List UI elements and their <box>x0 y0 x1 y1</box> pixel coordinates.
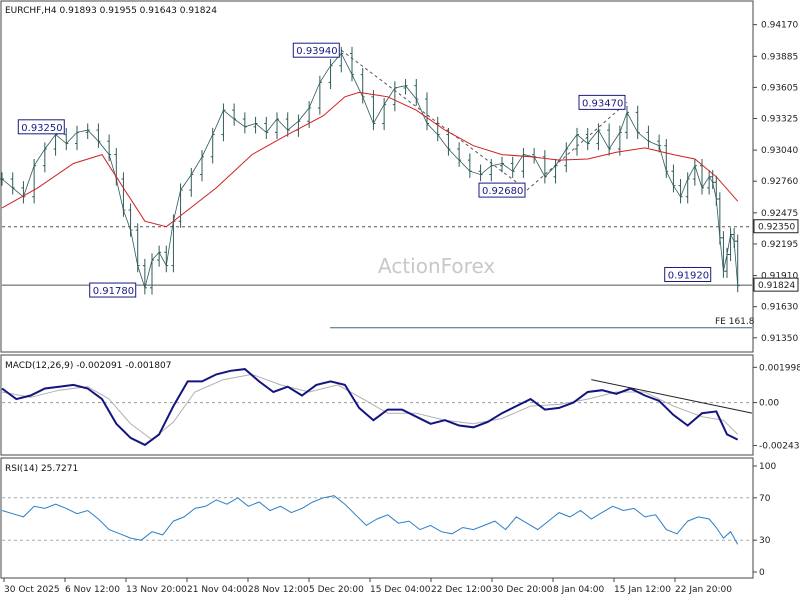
rsi-header: RSI(14) 25.7271 <box>5 464 78 474</box>
price-callout-box <box>17 119 65 135</box>
x-tick-label: 6 Nov 12:00 <box>65 585 120 595</box>
price-trendline <box>340 49 528 191</box>
macd-y-tick-label: 0.00 <box>759 399 779 409</box>
watermark: ActionForex <box>378 254 495 278</box>
price-callout-label: 0.92680 <box>482 186 523 197</box>
price-panel-frame <box>0 0 754 353</box>
macd-trendline <box>591 379 753 414</box>
rsi-y-tick-label: 100 <box>759 462 776 472</box>
macd-header: MACD(12,26,9) -0.002091 -0.001807 <box>5 361 171 371</box>
price-callout-label: 0.93940 <box>296 46 337 57</box>
price-callout-label: 0.93250 <box>21 123 62 134</box>
x-tick-label: 13 Nov 20:00 <box>126 585 187 595</box>
x-tick-label: 30 Dec 20:00 <box>492 585 553 595</box>
price-tag-label: 0.91824 <box>758 281 795 291</box>
x-tick-label: 5 Dec 20:00 <box>309 585 364 595</box>
x-tick-label: 21 Nov 04:00 <box>187 585 248 595</box>
price-y-tick-label: 0.94170 <box>761 21 798 31</box>
x-tick-label: 28 Nov 12:00 <box>248 585 309 595</box>
fe-label: FE 161.8 <box>715 317 755 327</box>
rsi-y-tick-label: 30 <box>759 536 771 546</box>
price-y-tick-label: 0.91630 <box>761 303 798 313</box>
x-tick-label: 8 Jan 04:00 <box>553 585 605 595</box>
x-tick-label: 15 Dec 04:00 <box>370 585 431 595</box>
price-y-tick-label: 0.91350 <box>761 334 798 344</box>
price-tag-box <box>753 277 799 292</box>
rsi-y-tick-label: 0 <box>759 568 765 578</box>
price-callout-box <box>89 282 137 298</box>
price-callout-label: 0.91920 <box>668 270 709 281</box>
macd-signal-line <box>1 373 739 441</box>
moving-average-line <box>1 91 739 228</box>
price-y-tick-label: 0.93605 <box>761 83 798 93</box>
macd-y-tick-label: -0.002434 <box>759 442 800 452</box>
price-callout-label: 0.91780 <box>93 286 134 297</box>
x-tick-label: 22 Jan 20:00 <box>675 585 732 595</box>
price-tag-box <box>753 219 799 234</box>
price-close-line <box>1 52 739 290</box>
price-y-tick-label: 0.92195 <box>761 240 798 250</box>
price-callout-box <box>478 182 526 198</box>
price-callout-box <box>578 94 626 110</box>
rsi-line <box>1 495 739 545</box>
price-callout-box <box>292 42 340 58</box>
macd-line <box>1 368 739 447</box>
x-tick-label: 22 Dec 12:00 <box>431 585 492 595</box>
x-tick-label: 15 Jan 12:00 <box>614 585 671 595</box>
x-tick-label: 30 Oct 2025 <box>4 585 60 595</box>
rsi-panel-frame <box>0 457 754 579</box>
price-y-tick-label: 0.92760 <box>761 177 798 187</box>
price-y-tick-label: 0.92475 <box>761 209 798 219</box>
price-y-tick-label: 0.93325 <box>761 114 798 124</box>
price-tag-label: 0.92350 <box>758 223 795 233</box>
price-y-tick-label: 0.91910 <box>761 272 798 282</box>
price-y-tick-label: 0.93885 <box>761 52 798 62</box>
rsi-y-tick-label: 70 <box>759 494 771 504</box>
macd-panel-frame <box>0 354 754 456</box>
price-callout-label: 0.93470 <box>582 98 623 109</box>
price-y-tick-label: 0.93040 <box>761 146 798 156</box>
price-header: EURCHF,H4 0.91893 0.91955 0.91643 0.9182… <box>5 6 217 16</box>
price-callout-box <box>664 266 712 282</box>
macd-y-tick-label: 0.001998 <box>759 363 800 373</box>
